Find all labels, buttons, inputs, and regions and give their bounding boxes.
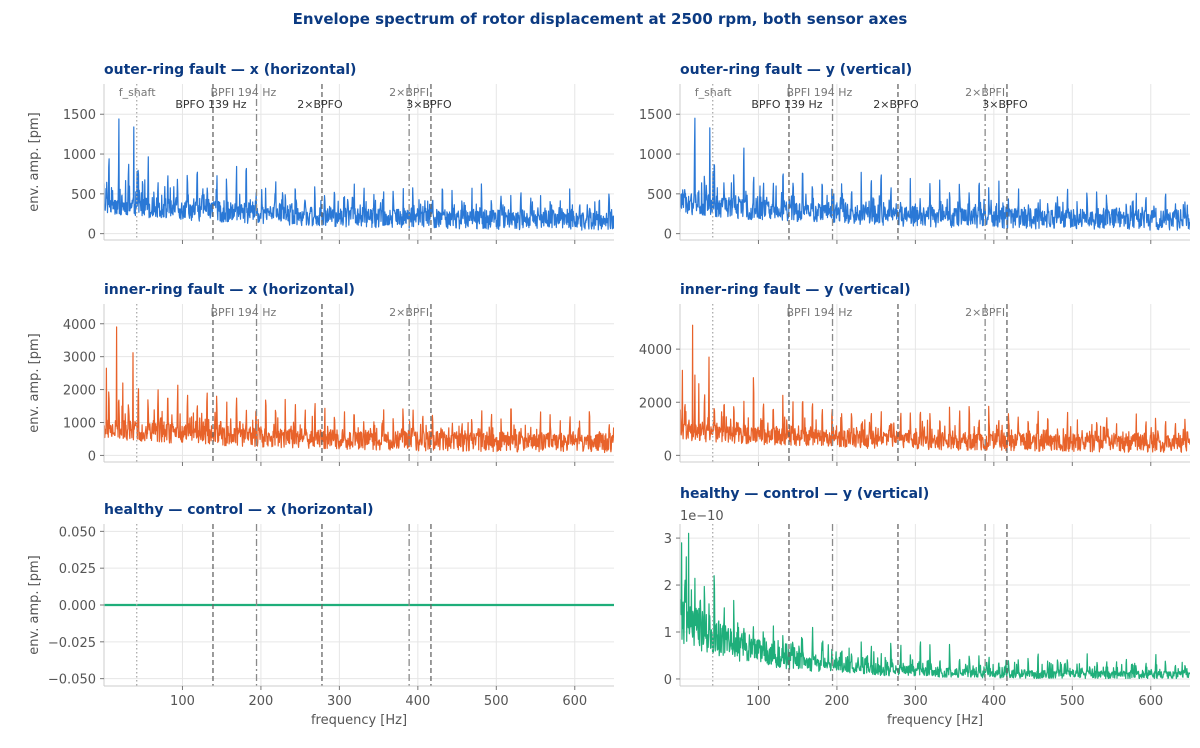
y-tick-label: 4000	[63, 318, 96, 333]
x-tick-label: 200	[249, 694, 274, 709]
x-tick-label: 500	[484, 694, 509, 709]
y-tick-label: 1500	[63, 108, 96, 123]
marker-label: BPFI 194 Hz	[787, 86, 853, 99]
marker-label: BPFO 139 Hz	[751, 98, 822, 111]
y-tick-label: 500	[647, 188, 672, 203]
y-axis-label: env. amp. [pm]	[27, 555, 42, 654]
x-tick-label: 300	[327, 694, 352, 709]
x-tick-label: 100	[170, 694, 195, 709]
spectrum-line	[104, 118, 614, 231]
y-tick-label: 1000	[639, 148, 672, 163]
axis-scale-offset: 1e−10	[680, 509, 724, 524]
y-tick-label: 3000	[63, 351, 96, 366]
x-tick-label: 600	[562, 694, 587, 709]
subplot-healthy-x: 100 200 300 400 500 600 −0.050 −0.025 0.000 0.025…	[27, 502, 614, 728]
x-axis-label: frequency [Hz]	[887, 713, 983, 728]
y-tick-label: 1000	[63, 417, 96, 432]
marker-label: 2×BPFO	[297, 98, 343, 111]
x-tick-label: 600	[1138, 694, 1163, 709]
subplot-title: healthy — control — y (vertical)	[680, 486, 929, 502]
y-tick-label: 0	[88, 228, 96, 243]
y-tick-label: 2	[664, 579, 672, 594]
y-tick-label: −0.050	[48, 673, 96, 688]
marker-label: f_shaft	[119, 86, 156, 99]
subplot-title: inner-ring fault — y (vertical)	[680, 282, 911, 298]
x-tick-label: 400	[405, 694, 430, 709]
marker-label: BPFI 194 Hz	[787, 306, 853, 319]
y-tick-label: 0	[664, 228, 672, 243]
series-group	[680, 532, 1190, 680]
marker-label: 2×BPFI	[389, 86, 429, 99]
x-tick-label: 400	[981, 694, 1006, 709]
subplot-inner-y: BPFI 194 Hz 2×BPFI 0 2000 4000 inner-ring fau…	[639, 282, 1190, 466]
y-axis-label: env. amp. [pm]	[27, 333, 42, 432]
y-tick-label: 3	[664, 532, 672, 547]
x-tick-label: 500	[1060, 694, 1085, 709]
y-tick-label: 4000	[639, 343, 672, 358]
y-tick-label: 500	[71, 188, 96, 203]
marker-label: 2×BPFI	[965, 86, 1005, 99]
y-tick-label: 1	[664, 626, 672, 641]
series-group	[104, 118, 614, 231]
x-tick-label: 100	[746, 694, 771, 709]
marker-label: f_shaft	[695, 86, 732, 99]
y-tick-label: 1000	[63, 148, 96, 163]
spectrum-line	[680, 324, 1190, 453]
y-tick-label: 2000	[63, 384, 96, 399]
y-tick-label: −0.025	[48, 636, 96, 651]
y-tick-label: 0.050	[59, 525, 96, 540]
spectrum-line	[104, 326, 614, 454]
marker-label: 2×BPFI	[389, 306, 429, 319]
subplot-title: outer-ring fault — y (vertical)	[680, 62, 912, 78]
series-group	[680, 324, 1190, 453]
series-group	[104, 326, 614, 454]
marker-label: 2×BPFI	[965, 306, 1005, 319]
figure-title: Envelope spectrum of rotor displacement …	[292, 10, 908, 28]
subplot-title: outer-ring fault — x (horizontal)	[104, 62, 356, 78]
marker-label: BPFI 194 Hz	[211, 86, 277, 99]
y-tick-label: 0	[88, 449, 96, 464]
marker-label: 3×BPFO	[406, 98, 452, 111]
x-tick-label: 200	[825, 694, 850, 709]
y-tick-label: 2000	[639, 396, 672, 411]
series-group	[680, 117, 1190, 231]
x-axis-label: frequency [Hz]	[311, 713, 407, 728]
y-axis-label: env. amp. [pm]	[27, 112, 42, 211]
y-tick-label: 0	[664, 673, 672, 688]
subplot-inner-x: BPFI 194 Hz 2×BPFI 0 1000 2000 3000 4000 inner-…	[27, 282, 614, 466]
y-tick-label: 1500	[639, 108, 672, 123]
subplot-healthy-y: 100 200 300 400 500 600 0 1 2 3 1e−10 healthy — con…	[664, 486, 1190, 728]
y-tick-label: 0.025	[59, 562, 96, 577]
marker-label: 3×BPFO	[982, 98, 1028, 111]
spectrum-line	[680, 532, 1190, 680]
y-tick-label: 0	[664, 449, 672, 464]
marker-label: BPFI 194 Hz	[211, 306, 277, 319]
marker-label: BPFO 139 Hz	[175, 98, 246, 111]
subplot-title: healthy — control — x (horizontal)	[104, 502, 374, 518]
x-tick-label: 300	[903, 694, 928, 709]
marker-label: 2×BPFO	[873, 98, 919, 111]
subplot-title: inner-ring fault — x (horizontal)	[104, 282, 355, 298]
spectrum-line	[680, 117, 1190, 231]
y-tick-label: 0.000	[59, 599, 96, 614]
